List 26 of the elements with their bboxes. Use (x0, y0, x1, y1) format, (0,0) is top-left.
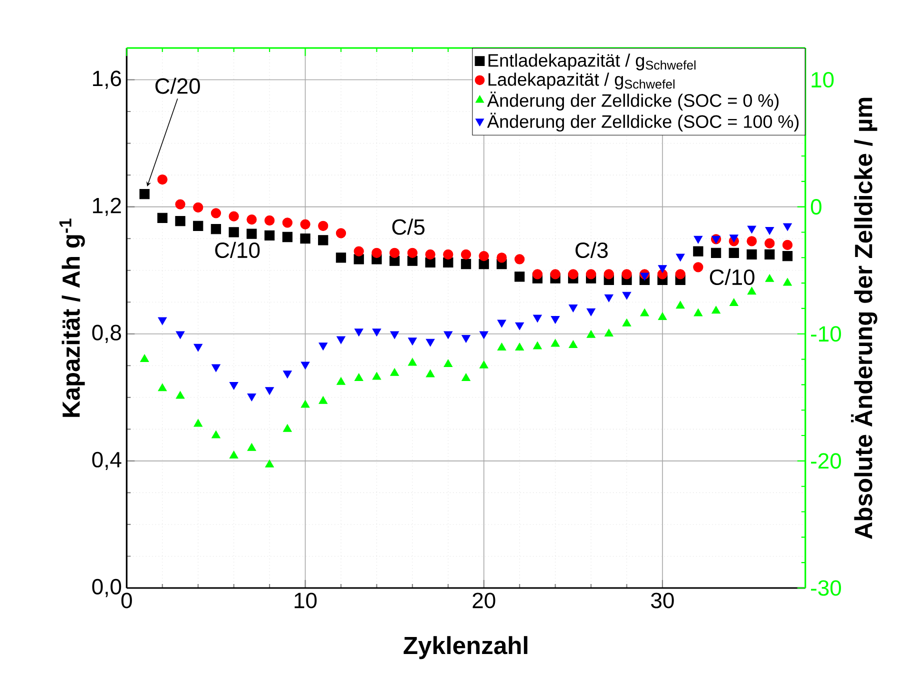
annotation: C/10 (710, 268, 754, 286)
x-tick-label: 10 (294, 592, 317, 608)
legend-label: Änderung der Zelldicke (SOC = 0 %) (487, 92, 779, 110)
y-tick-label: 0,8 (92, 324, 121, 343)
y2-axis-title: Absolute Änderung der Zelldicke / µm (850, 98, 878, 539)
x-tick-label: 0 (121, 592, 132, 608)
annotation: C/10 (215, 242, 260, 258)
x-axis-title: Zyklenzahl (404, 636, 528, 660)
legend-label: Entladekapazität / g$_{Schwefel}$ (488, 54, 696, 70)
y-tick-label: 0,4 (92, 452, 122, 470)
y-tick-label: 1,2 (93, 198, 121, 216)
x-tick-label: 30 (651, 592, 674, 608)
y-tick-label: 1,6 (93, 70, 121, 89)
y2-tick-label: 10 (812, 72, 834, 88)
annotation: C/3 (576, 242, 608, 258)
legend-label: Ladekapazität / g$_{Schwefel}$ (488, 72, 674, 90)
y2-tick-label: -30 (811, 580, 841, 596)
x-tick-label: 20 (472, 592, 496, 608)
y-axis-title: Kapazität / Ah g$^{-1}$ (59, 218, 85, 417)
y2-tick-label: -10 (811, 326, 841, 342)
annotation: C/20 (155, 78, 200, 94)
y2-tick-label: -20 (811, 453, 841, 469)
y-tick-label: 0,0 (92, 578, 122, 598)
legend-label: Änderung der Zelldicke (SOC = 100 %) (487, 112, 799, 132)
annotation: C/5 (392, 218, 425, 235)
y2-tick-label: 0 (810, 199, 822, 215)
